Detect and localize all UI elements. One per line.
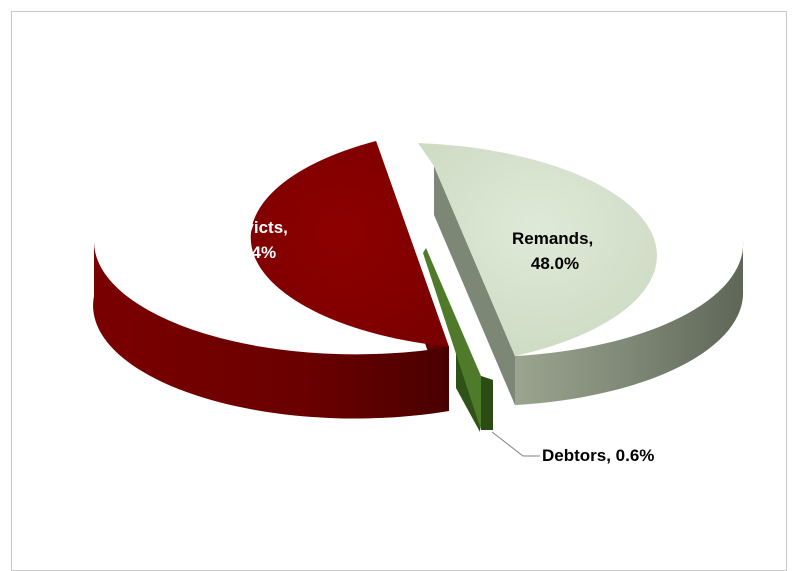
slice-convicts [250,141,449,347]
label-convicts-name: Convicts, [211,218,288,237]
slice-remands-side-rim [515,241,744,405]
label-convicts-value: 51.4% [228,243,276,262]
label-remands-name: Remands, [512,229,593,248]
debtors-leader-line [491,431,540,457]
slice-debtors [423,248,493,430]
slice-convicts-side-rim [93,240,449,419]
slice-remands [418,143,657,356]
slice-debtors-front [481,376,493,430]
label-remands-value: 48.0% [531,254,579,273]
label-debtors: Debtors, 0.6% [542,446,654,465]
label-debtors-text: Debtors, 0.6% [542,446,654,465]
label-remands: Remands, 48.0% [512,229,598,273]
label-convicts: Convicts, 51.4% [211,218,292,262]
slice-remands-side [434,166,515,405]
